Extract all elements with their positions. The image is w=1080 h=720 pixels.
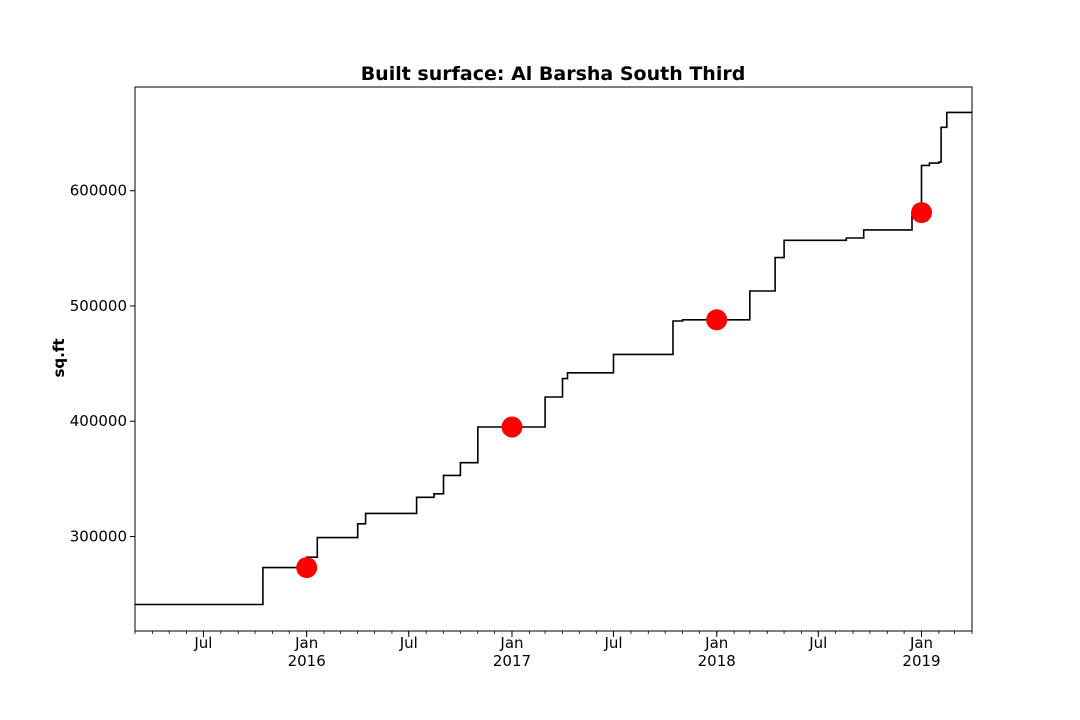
x-tick-label: Jul (603, 634, 622, 652)
chart-title: Built surface: Al Barsha South Third (361, 63, 746, 85)
x-tick-label: Jul (399, 634, 418, 652)
x-tick-year-label: 2016 (288, 652, 326, 670)
x-tick-year-label: 2017 (493, 652, 531, 670)
step-line (135, 111, 972, 606)
y-tick-label: 300000 (70, 527, 127, 545)
data-point-marker (501, 416, 523, 438)
data-point-marker (296, 557, 318, 579)
x-tick-year-label: 2018 (698, 652, 736, 670)
y-tick-label: 400000 (70, 412, 127, 430)
y-tick-label: 600000 (70, 182, 127, 200)
y-tick-label: 500000 (70, 297, 127, 315)
data-point-marker (706, 309, 728, 331)
data-point-marker (911, 202, 932, 224)
x-tick-label: Jul (193, 634, 212, 652)
x-tick-label: Jul (808, 634, 827, 652)
plot-area (135, 111, 972, 606)
x-tick-label: Jan (294, 634, 318, 652)
x-tick-year-label: 2019 (902, 652, 940, 670)
x-tick-label: Jan (909, 634, 933, 652)
x-tick-label: Jan (499, 634, 523, 652)
y-axis-label: sq.ft (50, 338, 68, 377)
x-tick-label: Jan (704, 634, 728, 652)
plot-frame (134, 86, 973, 632)
